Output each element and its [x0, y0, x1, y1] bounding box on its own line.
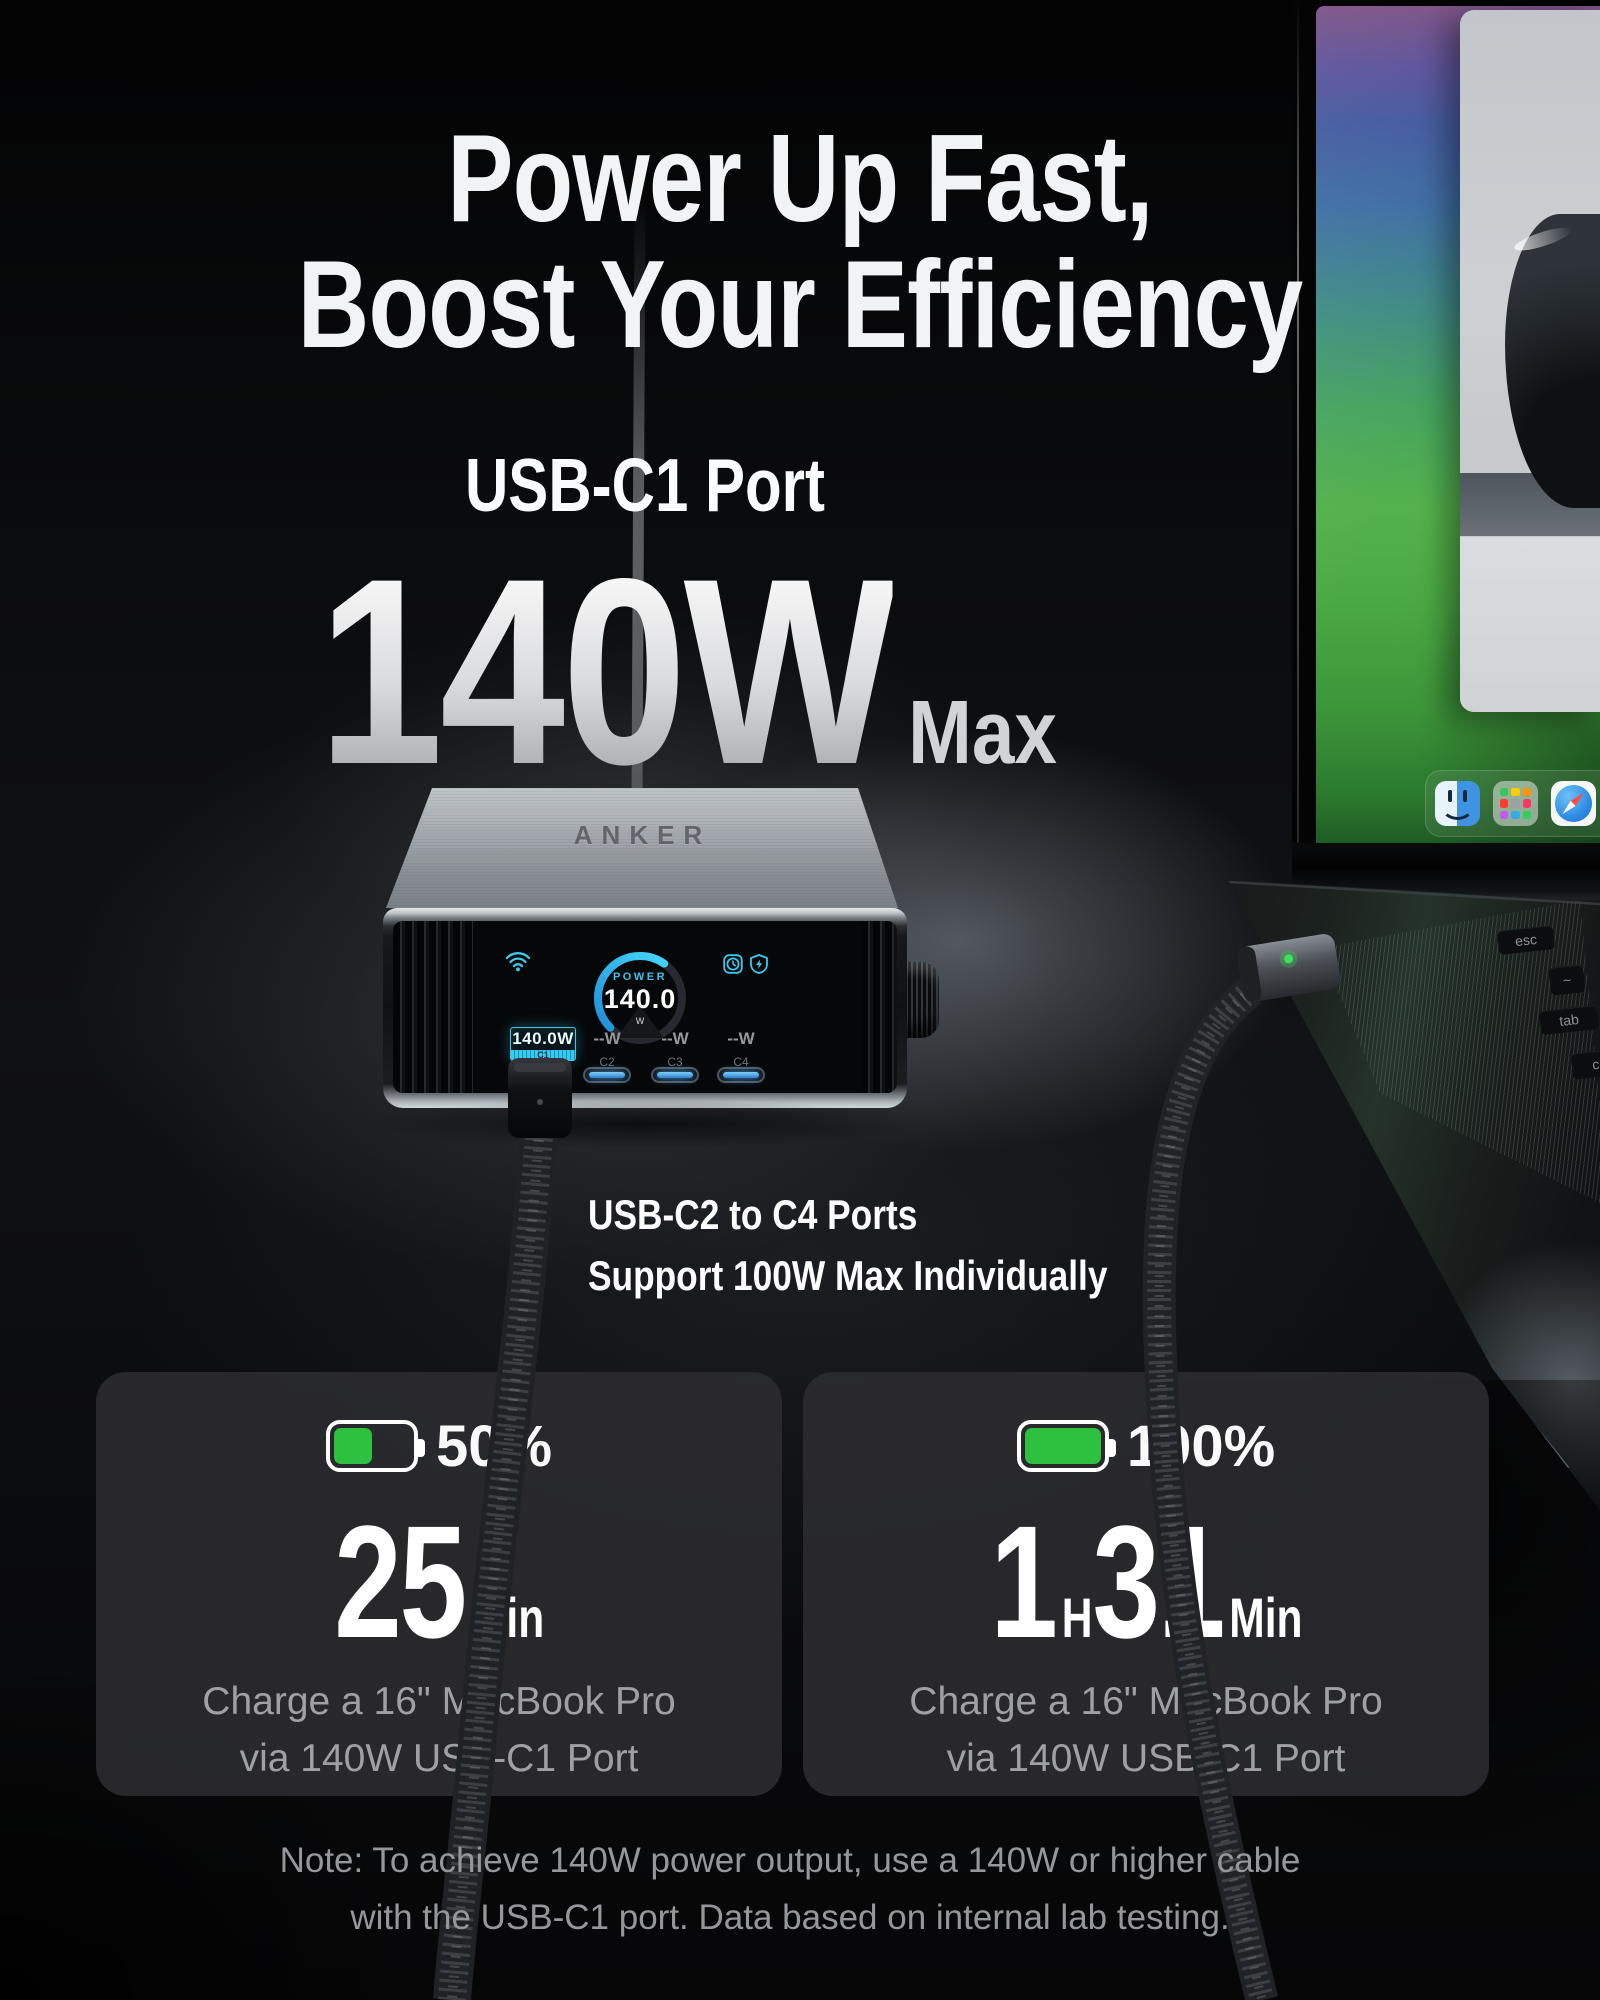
gauge-value: 140.0 — [604, 984, 677, 1014]
device-shadow — [358, 1100, 928, 1148]
battery-icon — [1016, 1420, 1116, 1472]
launchpad-icon — [1493, 781, 1538, 826]
port-kicker: USB-C1 Port — [464, 443, 826, 527]
usbc1-plug — [508, 1058, 572, 1138]
gauge-unit: W — [636, 1016, 645, 1026]
time-value: 25 — [333, 1492, 467, 1671]
charge-card-50: 50% 25 Min Charge a 16" MacBook Pro via … — [96, 1372, 782, 1796]
battery-icon — [325, 1420, 425, 1472]
usbc-port-c4 — [717, 1067, 765, 1083]
port-c3-readout: --W C3 — [661, 1029, 689, 1069]
left-vent — [393, 921, 473, 1093]
macbook-screen — [1292, 0, 1600, 905]
port-c1-watts: 140.0W — [512, 1029, 574, 1048]
safari-icon — [1551, 781, 1596, 826]
device-display: POWER 140.0 W 140.0W C1 — [393, 921, 897, 1093]
charge-description: Charge a 16" MacBook Pro via 140W USB-C1… — [202, 1680, 676, 1780]
time-value: 1 — [989, 1492, 1058, 1671]
subports-callout: USB-C2 to C4 Ports Support 100W Max Indi… — [588, 1191, 1108, 1300]
port-c2-readout: --W C2 — [593, 1029, 621, 1069]
wattage-callout: 140W Max — [318, 540, 1057, 805]
usbc-port-c3 — [651, 1067, 699, 1083]
shield-surge-icon — [750, 954, 768, 974]
device-front-face: POWER 140.0 W 140.0W C1 — [383, 908, 907, 1108]
gauge-label: POWER — [613, 971, 667, 983]
photo-floor — [1460, 536, 1600, 712]
right-vent — [861, 921, 897, 1093]
macos-dock — [1425, 770, 1600, 837]
macos-window — [1460, 10, 1600, 712]
port-c1-label: C1 — [511, 1050, 575, 1060]
time-unit-2: Min — [1228, 1586, 1303, 1649]
wifi-icon — [505, 952, 531, 972]
usbc-port-c2 — [583, 1067, 631, 1083]
power-gauge: POWER 140.0 W — [594, 951, 686, 1044]
usbc1-cable — [433, 1118, 559, 2000]
time-unit: H — [1061, 1586, 1093, 1649]
charge-description: Charge a 16" MacBook Pro via 140W USB-C1… — [909, 1680, 1383, 1780]
screen-bezel-edge — [1297, 0, 1299, 860]
finder-icon — [1435, 781, 1480, 826]
charging-station: ANKER — [358, 782, 950, 1148]
wattage-value: 140W — [318, 524, 896, 820]
charge-card-100: 100% 1 H 31 Min Charge a 16" MacBook Pro… — [803, 1372, 1489, 1796]
device-top-face: ANKER — [386, 788, 898, 908]
magsafe-cable — [1142, 976, 1279, 2000]
page-title: Power Up Fast, Boost Your Efficiency — [297, 110, 1304, 375]
wattage-suffix: Max — [908, 683, 1057, 783]
footnote: Note: To achieve 140W power output, use … — [279, 1841, 1301, 1938]
magsafe-led — [1284, 954, 1294, 964]
clock-icon — [723, 954, 743, 974]
port-c4-readout: --W C4 — [727, 1029, 755, 1069]
port-c1-readout: 140.0W C1 — [510, 1027, 576, 1061]
magsafe-connector — [1237, 934, 1341, 1002]
